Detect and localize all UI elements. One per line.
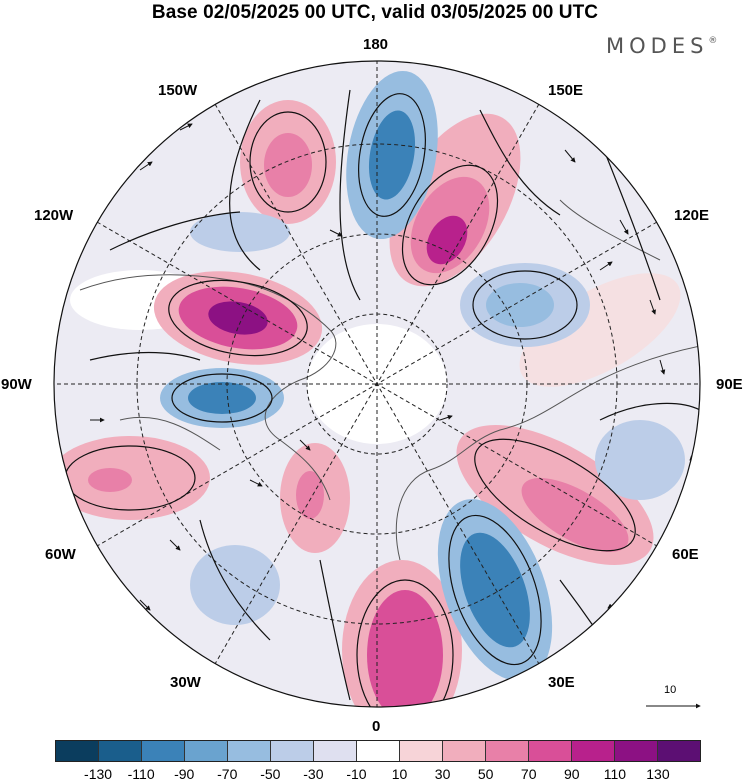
colorbar-tick-label: -10 [346, 766, 367, 782]
colorbar-swatch [658, 741, 700, 761]
colorbar-tick-label: 30 [434, 766, 451, 782]
lon-label-30e: 30E [548, 674, 575, 691]
colorbar-swatch [572, 741, 615, 761]
colorbar-swatch [529, 741, 572, 761]
colorbar-swatch [443, 741, 486, 761]
colorbar-swatch [99, 741, 142, 761]
colorbar-tick-label: -110 [127, 766, 155, 782]
colorbar-swatch [228, 741, 271, 761]
colorbar-tick-label: -90 [174, 766, 195, 782]
colorbar-swatch [486, 741, 529, 761]
lon-label-60e: 60E [672, 546, 699, 563]
colorbar-tick-label: 10 [391, 766, 408, 782]
colorbar-swatch [314, 741, 357, 761]
lon-label-90w: 90W [1, 376, 32, 393]
lon-label-120w: 120W [34, 207, 74, 224]
colorbar-swatch [56, 741, 99, 761]
colorbar-tick-label: -50 [260, 766, 281, 782]
colorbar-tick-label: 90 [564, 766, 580, 782]
lon-label-180: 180 [363, 36, 389, 53]
colorbar-tick-label: 110 [603, 766, 627, 782]
lon-label-120e: 120E [674, 207, 710, 224]
lon-label-0: 0 [372, 718, 381, 735]
colorbar-swatch [357, 741, 400, 761]
colorbar [55, 740, 701, 762]
colorbar-ticks: -130 -110 -90 -70 -50 -30 -10 10 30 50 70 90 110 130 [0, 766, 750, 783]
colorbar-tick-label: -30 [303, 766, 324, 782]
colorbar-tick-label: 50 [477, 766, 494, 782]
vector-scale-label: 10 [664, 684, 677, 696]
anomaly-field [54, 61, 700, 707]
lon-label-30w: 30W [170, 674, 201, 691]
lon-label-90e: 90E [716, 376, 743, 393]
lon-label-150w: 150W [158, 82, 198, 99]
colorbar-swatch [615, 741, 658, 761]
colorbar-tick-label: 130 [646, 766, 670, 782]
colorbar-swatch [271, 741, 314, 761]
colorbar-swatch [400, 741, 443, 761]
colorbar-tick-label: -130 [84, 766, 113, 782]
lon-label-60w: 60W [45, 546, 76, 563]
colorbar-swatch [185, 741, 228, 761]
lon-label-150e: 150E [548, 82, 584, 99]
colorbar-tick-label: 70 [520, 766, 537, 782]
modes-logo: MODES® [606, 34, 718, 58]
colorbar-swatch [142, 741, 185, 761]
map-title: Base 02/05/2025 00 UTC, valid 03/05/2025… [151, 2, 599, 23]
colorbar-tick-label: -70 [217, 766, 238, 782]
